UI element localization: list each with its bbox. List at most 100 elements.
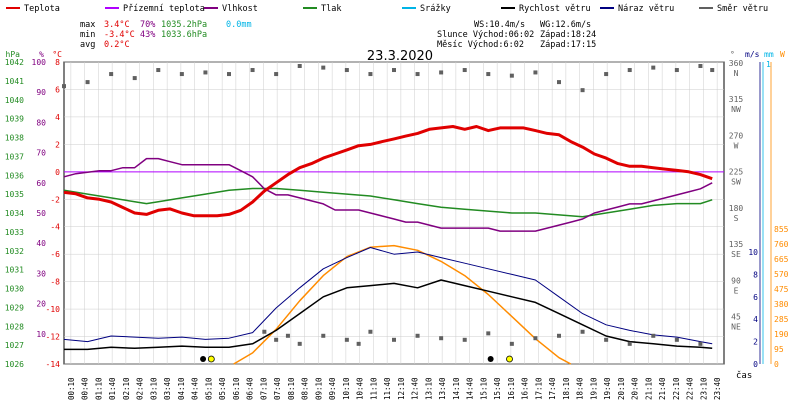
dir-tick-label: 270 — [729, 131, 744, 140]
temp-tick-label: -12 — [46, 333, 61, 342]
x-tick-label: 20:10 — [617, 377, 626, 400]
x-tick-label: 04:10 — [177, 377, 186, 400]
plot-area — [63, 61, 725, 365]
x-tick-label: 00:10 — [67, 377, 76, 400]
wind-dir-point — [156, 68, 161, 73]
press-tick-label: 1028 — [5, 322, 24, 331]
wind-dir-point — [533, 70, 538, 75]
solar-tick-label: 190 — [774, 330, 789, 339]
press-tick-label: 1031 — [5, 266, 24, 275]
x-tick-label: 11:40 — [383, 377, 392, 400]
temp-tick-label: -6 — [50, 250, 60, 259]
wind-dir-point — [203, 70, 208, 75]
wind-dir-point — [486, 72, 491, 77]
stat-max-temp: 3.4°C — [104, 20, 130, 30]
x-tick-label: 06:10 — [232, 377, 241, 400]
press-tick-label: 1039 — [5, 115, 24, 124]
solar-tick-label: 285 — [774, 315, 789, 324]
x-tick-label: 06:40 — [246, 377, 255, 400]
legend-label: Směr větru — [717, 4, 768, 14]
x-tick-label: 03:10 — [149, 377, 158, 400]
stat-avg-label: avg — [80, 40, 95, 50]
solar-line — [233, 244, 572, 365]
dir-tick-card: NE — [731, 323, 741, 332]
stat-max-press: 1035.2hPa — [161, 20, 207, 30]
hum-tick-label: 40 — [36, 239, 46, 248]
sunset-marker — [487, 356, 494, 362]
temp-tick-label: -14 — [46, 360, 61, 369]
hum-tick-label: 60 — [36, 179, 46, 188]
x-tick-label: 23:40 — [713, 377, 722, 400]
stat-min-hum: 43% — [140, 30, 155, 40]
solar-tick-label: 475 — [774, 285, 789, 294]
wind-dir-point — [62, 84, 66, 89]
legend-label: Teplota — [24, 4, 60, 14]
wind-dir-point — [698, 341, 703, 346]
press-tick-label: 1040 — [5, 96, 24, 105]
wind-dir-point — [368, 72, 373, 77]
temp-tick-label: 8 — [55, 58, 60, 67]
rain-unit: mm — [764, 50, 774, 59]
press-tick-label: 1042 — [5, 58, 24, 67]
wind-dir-point — [462, 68, 467, 73]
wind-dir-point — [710, 68, 715, 73]
press-tick-label: 1029 — [5, 303, 24, 312]
legend: Teplota Přízemní teplota Vlhkost Tlak Srážky… — [6, 4, 768, 14]
temp-tick-label: -2 — [50, 195, 60, 204]
wind-dir-point — [462, 337, 467, 342]
x-tick-label: 12:40 — [411, 377, 420, 400]
wind-dir-point — [674, 68, 679, 73]
wind-dir-point — [321, 65, 326, 70]
x-tick-label: 01:10 — [94, 377, 103, 400]
info-sun: Slunce Východ:06:02 — [437, 30, 534, 40]
solar-tick-label: 380 — [774, 300, 789, 309]
wind-dir-point — [297, 341, 302, 346]
x-axis-label: čas — [736, 370, 752, 381]
x-tick-label: 05:40 — [218, 377, 227, 400]
wind-tick-label: 2 — [753, 338, 758, 347]
info-wg: WG:12.6m/s — [540, 20, 591, 30]
solar-tick-label: 95 — [774, 345, 784, 354]
x-tick-label: 21:10 — [644, 377, 653, 400]
wind-dir-point — [627, 341, 632, 346]
x-tick-label: 22:10 — [672, 377, 681, 400]
x-tick-label: 02:40 — [136, 377, 145, 400]
dir-tick-card: N — [734, 69, 739, 78]
stat-avg-temp: 0.2°C — [104, 40, 130, 50]
legend-label: Srážky — [420, 4, 451, 14]
stat-max-rain: 0.0mm — [226, 20, 252, 30]
solar-tick-label: 0 — [774, 360, 779, 369]
x-tick-label: 08:40 — [301, 377, 310, 400]
stat-max-label: max — [80, 20, 95, 30]
x-tick-label: 10:40 — [356, 377, 365, 400]
hum-tick-label: 30 — [36, 269, 46, 278]
x-tick-label: 04:40 — [191, 377, 200, 400]
x-tick-label: 21:40 — [658, 377, 667, 400]
x-tick-label: 03:40 — [163, 377, 172, 400]
hum-tick-label: 20 — [36, 300, 46, 309]
grid — [64, 61, 724, 365]
stat-min-label: min — [80, 30, 95, 40]
dir-tick-label: 225 — [729, 168, 744, 177]
x-tick-label: 01:40 — [108, 377, 117, 400]
wind-dir-point — [392, 337, 396, 342]
wind-dir-point — [439, 336, 444, 341]
x-tick-label: 23:10 — [699, 377, 708, 400]
wind-dir-point — [368, 329, 373, 334]
wind-dir-point — [344, 337, 349, 342]
info-block: WS:10.4m/s WG:12.6m/s Slunce Východ:06:0… — [437, 20, 596, 50]
x-tick-label: 15:40 — [493, 377, 502, 400]
wind-dir-point — [557, 333, 561, 338]
temperature-line — [63, 125, 713, 218]
x-tick-label: 13:10 — [424, 377, 433, 400]
wind-dir-point — [580, 88, 585, 93]
dir-tick-label: 45 — [731, 313, 741, 322]
wind-dir-point — [509, 341, 514, 346]
wind-dir-point — [179, 72, 184, 77]
wind-dir-point — [651, 65, 656, 70]
press-tick-label: 1035 — [5, 190, 24, 199]
dir-tick-card: E — [734, 286, 739, 295]
press-tick-label: 1032 — [5, 247, 24, 256]
wind-line — [64, 279, 713, 351]
wind-dir-point — [509, 73, 514, 78]
